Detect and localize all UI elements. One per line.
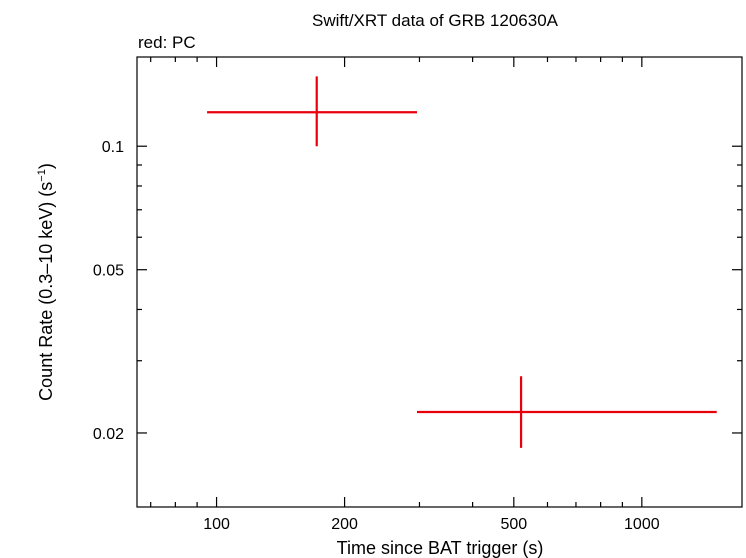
plot-frame <box>136 56 743 508</box>
y-axis-label-exponent: −1 <box>36 169 48 182</box>
y-tick-label: 0.1 <box>102 139 124 156</box>
data-point <box>416 376 717 448</box>
chart-subtitle: red: PC <box>138 33 196 52</box>
y-axis-label-tail: ) <box>36 163 56 169</box>
x-axis-label: Time since BAT trigger (s) <box>337 538 544 558</box>
chart-title: Swift/XRT data of GRB 120630A <box>312 11 559 30</box>
data-series <box>207 76 717 448</box>
y-axis-label-main: Count Rate (0.3–10 keV) (s <box>36 182 56 401</box>
y-tick-label: 0.02 <box>93 426 124 443</box>
axis-ticks: 100 200 500 1000 0.1 0.05 0.02 <box>93 57 742 533</box>
x-tick-label: 100 <box>203 516 230 533</box>
data-point <box>207 76 417 147</box>
x-tick-label: 1000 <box>624 516 660 533</box>
x-tick-label: 500 <box>500 516 527 533</box>
y-axis-label: Count Rate (0.3–10 keV) (s−1) <box>36 163 56 401</box>
y-tick-label: 0.05 <box>93 263 124 280</box>
x-tick-label: 200 <box>331 516 358 533</box>
